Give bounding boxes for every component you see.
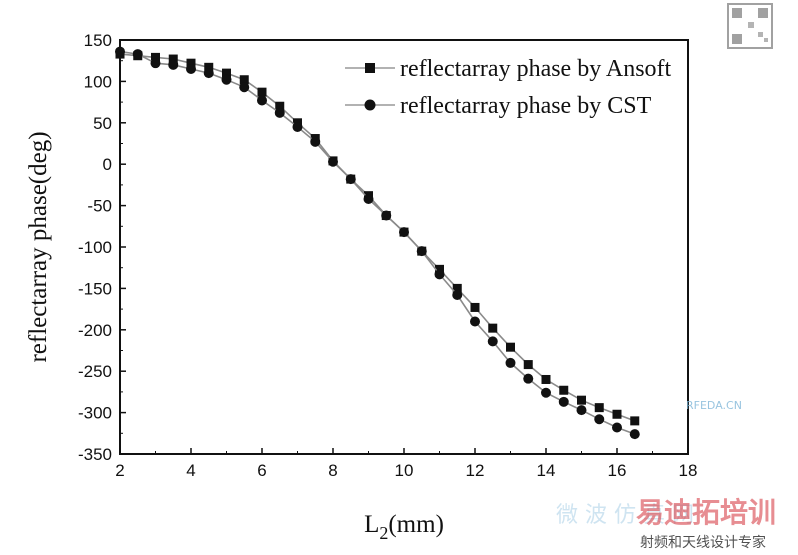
data-point-cst: [505, 357, 516, 368]
x-tick-label: 14: [537, 461, 556, 480]
watermark-brand: 易迪拓培训: [636, 496, 776, 529]
x-tick-label: 18: [679, 461, 698, 480]
x-axis-label-subscript: 2: [379, 523, 388, 543]
x-axis-label-main: L: [364, 511, 379, 538]
data-point-cst: [399, 227, 409, 238]
data-point-ansoft: [594, 403, 604, 413]
data-point-cst: [629, 429, 640, 440]
data-point-cst: [612, 422, 622, 433]
data-point-cst: [186, 63, 196, 74]
data-point-ansoft: [168, 54, 178, 64]
data-point-ansoft: [577, 395, 586, 405]
data-point-cst: [257, 95, 267, 106]
data-point-cst: [523, 373, 534, 384]
x-tick-label: 16: [608, 461, 627, 480]
y-tick-label: -200: [78, 321, 112, 340]
data-point-ansoft: [257, 87, 267, 97]
data-point-cst: [328, 156, 338, 167]
data-point-cst: [239, 82, 250, 93]
y-tick-label: -50: [87, 197, 112, 216]
y-tick-label: -100: [78, 238, 112, 257]
watermark: RFEDA.CN 微 波 仿 真 网 易迪拓培训 射频和天线设计专家: [556, 3, 776, 551]
data-point-cst: [470, 316, 480, 327]
data-point-cst: [203, 68, 214, 79]
qr-code-icon: [727, 3, 773, 49]
data-point-cst: [363, 193, 374, 204]
legend-marker-circle: [364, 99, 376, 111]
data-point-ansoft: [151, 52, 160, 62]
data-point-cst: [274, 107, 285, 118]
watermark-site: RFEDA.CN: [686, 399, 742, 412]
y-tick-label: -150: [78, 279, 112, 298]
y-tick-label: 50: [93, 114, 112, 133]
x-tick-label: 4: [186, 461, 195, 480]
watermark-tagline: 射频和天线设计专家: [640, 534, 766, 551]
data-point-ansoft: [559, 385, 569, 395]
y-axis-label: reflectarray phase(deg): [25, 131, 52, 362]
y-tick-label: -250: [78, 362, 112, 381]
data-point-cst: [541, 387, 551, 398]
data-point-ansoft: [541, 374, 551, 384]
data-point-cst: [150, 58, 161, 69]
data-point-cst: [381, 210, 392, 221]
data-point-ansoft: [488, 323, 498, 333]
data-point-ansoft: [275, 101, 285, 111]
x-tick-label: 8: [328, 461, 337, 480]
y-tick-label: -350: [78, 445, 112, 464]
x-axis-label: L2(mm): [364, 511, 444, 543]
data-point-ansoft: [630, 416, 640, 426]
data-point-cst: [594, 414, 605, 425]
data-point-cst: [292, 121, 303, 132]
data-point-cst: [221, 74, 232, 85]
x-tick-label: 6: [257, 461, 266, 480]
data-point-ansoft: [506, 342, 515, 352]
data-point-ansoft: [186, 58, 196, 68]
data-point-ansoft: [523, 360, 533, 370]
data-point-cst: [452, 290, 463, 301]
data-point-cst: [345, 174, 356, 185]
data-point-ansoft: [204, 62, 214, 72]
data-point-ansoft: [452, 283, 462, 293]
data-point-ansoft: [222, 68, 231, 78]
x-tick-label: 12: [466, 461, 485, 480]
data-point-cst: [434, 269, 445, 280]
data-point-cst: [487, 336, 498, 347]
x-tick-label: 2: [115, 461, 124, 480]
legend-label-cst: reflectarray phase by CST: [400, 93, 652, 119]
watermark-faded: 微 波 仿 真 网: [556, 503, 694, 528]
data-point-cst: [576, 405, 587, 416]
legend-label-ansoft: reflectarray phase by Ansoft: [400, 56, 672, 82]
data-point-cst: [132, 49, 143, 60]
data-point-cst: [168, 59, 179, 70]
y-tick-label: -300: [78, 404, 112, 423]
legend-marker-square: [365, 63, 375, 73]
y-tick-label: 100: [84, 72, 112, 91]
x-tick-label: 10: [395, 461, 414, 480]
y-tick-label: 0: [103, 155, 112, 174]
data-point-ansoft: [239, 75, 249, 85]
x-axis-label-unit: (mm): [388, 511, 444, 538]
data-point-cst: [115, 46, 125, 57]
series-layer: [115, 46, 640, 440]
y-tick-label: 150: [84, 31, 112, 50]
axis-ticks: 2 4 6 8 10 12 14 16 18 150 100 50 0 -50 -100 -150 -200 -2…: [78, 31, 697, 480]
legend: reflectarray phase by Ansoft reflectarra…: [345, 56, 672, 119]
data-point-cst: [416, 246, 427, 257]
data-point-ansoft: [470, 302, 480, 312]
data-point-cst: [310, 136, 321, 147]
data-point-ansoft: [612, 409, 622, 419]
data-point-cst: [558, 396, 569, 407]
